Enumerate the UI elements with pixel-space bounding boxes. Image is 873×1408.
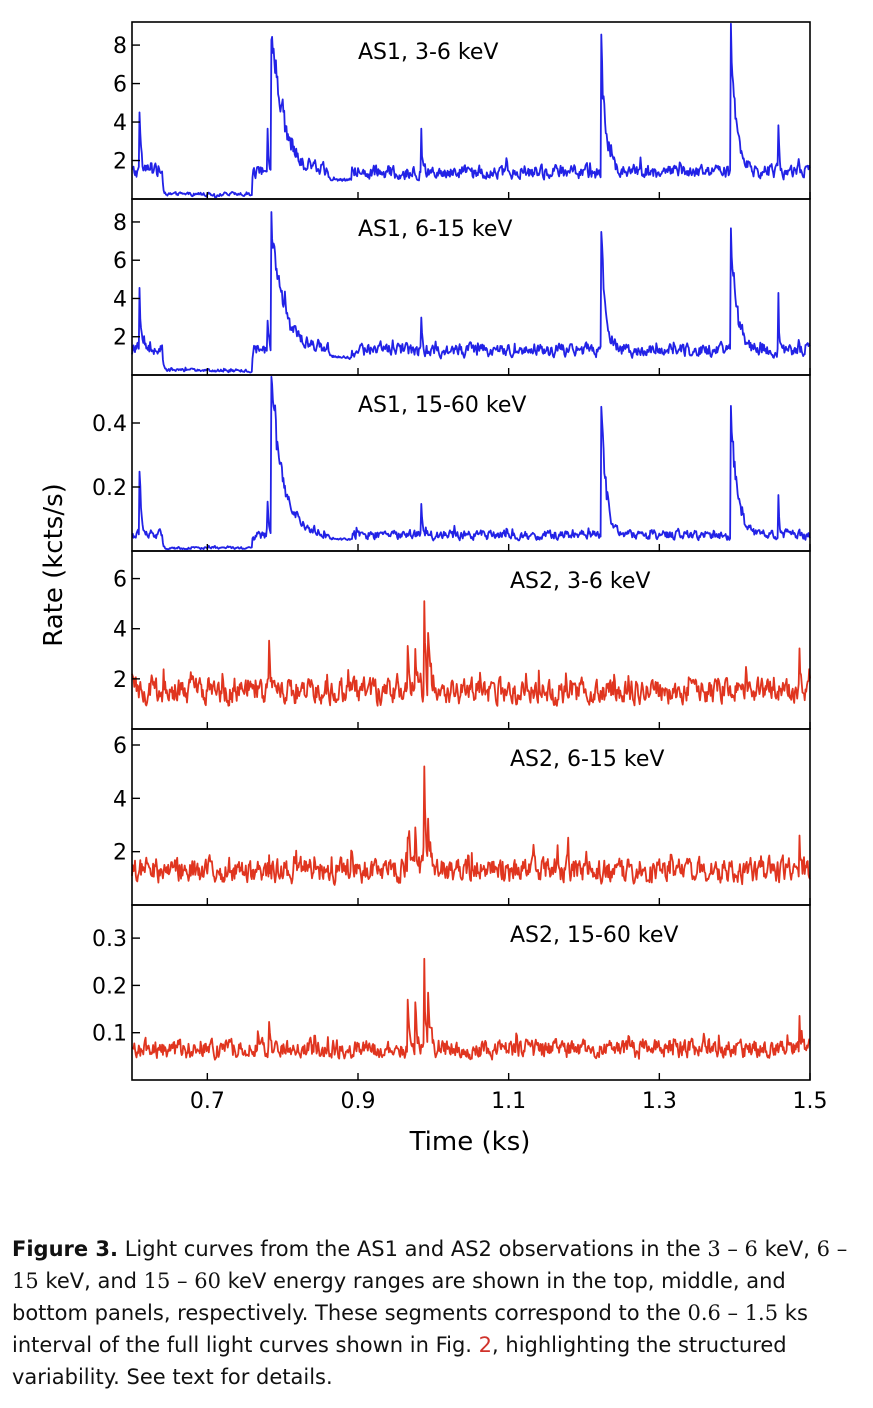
x-axis-label: Time (ks) [409, 1127, 531, 1157]
y-tick-label: 8 [113, 34, 127, 59]
light-curve-series [131, 211, 811, 374]
y-tick-label: 6 [113, 568, 127, 593]
y-tick-label: 6 [113, 734, 127, 759]
panel-label: AS2, 6-15 keV [510, 747, 664, 772]
caption-math: 0.6 – 1.5 [687, 1301, 779, 1325]
y-tick-label: 0.4 [92, 412, 127, 437]
panel-label: AS2, 15-60 keV [510, 923, 678, 948]
x-tick-label: 0.9 [341, 1089, 376, 1114]
panel-label: AS1, 15-60 keV [358, 393, 526, 418]
y-tick-label: 0.2 [92, 476, 127, 501]
caption-math: 15 – 60 [143, 1269, 221, 1293]
x-tick-label: 1.1 [491, 1089, 526, 1114]
light-curve-figure: Rate (kcts/s) Time (ks) 2 4 6 8 AS1, 3-6 keV… [39, 21, 828, 1157]
panel-frame [131, 904, 811, 1081]
figure-reference-link[interactable]: 2 [478, 1333, 493, 1357]
y-tick-label: 4 [113, 287, 127, 312]
light-curve-series [131, 765, 811, 886]
y-tick-label: 4 [113, 787, 127, 812]
y-tick-label: 2 [113, 668, 127, 693]
caption-text: keV, and [38, 1269, 144, 1293]
panel-label: AS1, 3-6 keV [358, 40, 498, 65]
y-tick-label: 0.3 [92, 927, 127, 952]
caption-label: Figure 3. [12, 1237, 119, 1261]
x-tick-label: 0.7 [190, 1089, 225, 1114]
caption-text: , highlighting the structured variabilit… [12, 1333, 787, 1389]
caption-text: keV, [757, 1237, 817, 1261]
panel-label: AS2, 3-6 keV [510, 569, 650, 594]
y-tick-label: 6 [113, 73, 127, 98]
light-curve-series [131, 22, 811, 199]
figure-caption: Figure 3. Light curves from the AS1 and … [12, 1233, 862, 1393]
caption-math: 6 – 15 [12, 1237, 848, 1293]
y-tick-label: 6 [113, 249, 127, 274]
caption-text: keV energy ranges are shown in the top, … [12, 1269, 786, 1325]
y-tick-label: 2 [113, 841, 127, 866]
y-tick-label: 0.1 [92, 1022, 127, 1047]
y-axis-label: Rate (kcts/s) [39, 483, 69, 647]
light-curve-series [131, 600, 811, 707]
y-tick-label: 4 [113, 111, 127, 136]
light-curve-series [131, 957, 811, 1061]
y-tick-label: 4 [113, 618, 127, 643]
y-tick-label: 8 [113, 211, 127, 236]
panel-label: AS1, 6-15 keV [358, 217, 512, 242]
y-tick-label: 2 [113, 326, 127, 351]
caption-text: Light curves from the AS1 and AS2 observ… [118, 1237, 708, 1261]
caption-text: ks interval of the full light curves sho… [12, 1301, 808, 1357]
y-tick-label: 2 [113, 150, 127, 175]
panel-frame [131, 550, 811, 730]
x-tick-label: 1.3 [642, 1089, 677, 1114]
panels: 2 4 6 8 AS1, 3-6 keV 2 4 6 8 AS1, 6-15 keV 0.2 0.4 A… [92, 21, 828, 1114]
y-tick-label: 0.2 [92, 974, 127, 999]
caption-math: 3 – 6 [707, 1237, 758, 1261]
x-tick-label: 1.5 [793, 1089, 828, 1114]
light-curve-series [131, 375, 811, 551]
